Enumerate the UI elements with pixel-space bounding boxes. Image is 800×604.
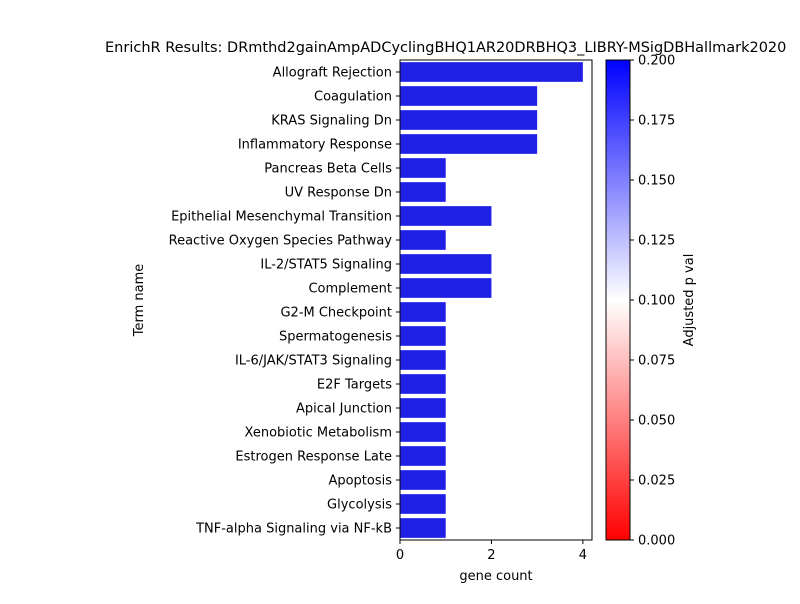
y-tick-label: Apoptosis <box>328 474 392 489</box>
y-tick-label: Allograft Rejection <box>273 66 392 81</box>
bar-7 <box>400 230 446 250</box>
colorbar-tick-label: 0.050 <box>638 414 675 429</box>
colorbar-tick-label: 0.100 <box>638 294 675 309</box>
y-tick-label: UV Response Dn <box>285 186 392 201</box>
bar-13 <box>400 374 446 394</box>
bar-0 <box>400 62 583 82</box>
colorbar-ticks-layer: 0.000 0.025 0.050 0.075 0.100 0.125 0.150 0.175… <box>630 54 675 549</box>
bar-12 <box>400 350 446 370</box>
y-tick-label: Pancreas Beta Cells <box>264 162 392 177</box>
y-tick-label: Complement <box>308 282 392 297</box>
bar-8 <box>400 254 492 274</box>
x-axis-label: gene count <box>459 569 532 584</box>
bar-14 <box>400 398 446 418</box>
y-tick-label: Coagulation <box>314 90 392 105</box>
bar-19 <box>400 518 446 538</box>
bar-18 <box>400 494 446 514</box>
y-tick-label: Spermatogenesis <box>279 330 392 345</box>
y-tick-label: Epithelial Mesenchymal Transition <box>171 210 392 225</box>
colorbar-tick-label: 0.025 <box>638 474 675 489</box>
colorbar-tick-label: 0.200 <box>638 54 675 69</box>
colorbar <box>605 59 631 541</box>
colorbar-tick-label: 0.150 <box>638 174 675 189</box>
bar-10 <box>400 302 446 322</box>
y-tick-label: KRAS Signaling Dn <box>271 114 392 129</box>
bars-layer <box>400 62 583 538</box>
y-ticks-layer: Allograft Rejection Coagulation KRAS Signa… <box>169 66 400 537</box>
bar-16 <box>400 446 446 466</box>
bar-15 <box>400 422 446 442</box>
x-tick-label: 2 <box>487 548 495 563</box>
y-tick-label: Reactive Oxygen Species Pathway <box>169 234 393 249</box>
bar-3 <box>400 134 538 154</box>
y-tick-label: Xenobiotic Metabolism <box>245 426 392 441</box>
x-tick-label: 0 <box>396 548 404 563</box>
bar-1 <box>400 86 538 106</box>
bar-2 <box>400 110 538 130</box>
chart-title: EnrichR Results: DRmthd2gainAmpADCycling… <box>105 40 786 56</box>
colorbar-tick-label: 0.175 <box>638 114 675 129</box>
x-tick-label: 4 <box>579 548 587 563</box>
y-tick-label: Inflammatory Response <box>238 138 392 153</box>
y-tick-label: Glycolysis <box>327 498 392 513</box>
plot-frame <box>399 59 593 541</box>
bar-11 <box>400 326 446 346</box>
bar-9 <box>400 278 492 298</box>
y-tick-label: IL-6/JAK/STAT3 Signaling <box>235 354 392 369</box>
y-axis-label: Term name <box>132 264 147 338</box>
bar-17 <box>400 470 446 490</box>
colorbar-label: Adjusted p val <box>682 254 697 347</box>
bar-6 <box>400 206 492 226</box>
x-ticks-layer: 0 2 4 <box>396 540 587 563</box>
y-tick-label: TNF-alpha Signaling via NF-kB <box>195 522 392 537</box>
colorbar-tick-label: 0.000 <box>638 534 675 549</box>
y-tick-label: Apical Junction <box>296 402 392 417</box>
y-tick-label: IL-2/STAT5 Signaling <box>260 258 392 273</box>
y-tick-label: G2-M Checkpoint <box>280 306 392 321</box>
y-tick-label: E2F Targets <box>317 378 392 393</box>
colorbar-tick-label: 0.075 <box>638 354 675 369</box>
y-tick-label: Estrogen Response Late <box>235 450 392 465</box>
bar-4 <box>400 158 446 178</box>
bar-5 <box>400 182 446 202</box>
colorbar-tick-label: 0.125 <box>638 234 675 249</box>
